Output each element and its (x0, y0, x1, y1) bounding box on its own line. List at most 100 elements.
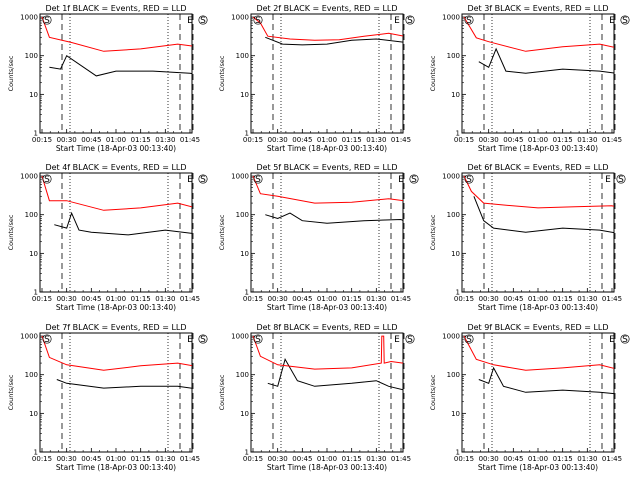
y-tick-label: 1 (245, 130, 249, 138)
y-tick-label: 1 (245, 289, 249, 297)
plot-frame (250, 172, 404, 293)
start-marker-label: S (200, 175, 206, 185)
x-tick-label: 00:30 (268, 136, 288, 144)
x-tick-label: 01:00 (317, 295, 337, 303)
start-marker-label: S (200, 335, 206, 345)
marker-ring (42, 334, 52, 344)
start-marker-label: S (622, 335, 628, 345)
y-axis-label: Counts/sec (7, 374, 15, 410)
y-axis-label: Counts/sec (218, 374, 226, 410)
y-tick-label: 100 (25, 371, 38, 379)
x-tick-label: 01:00 (528, 455, 548, 463)
start-marker-label: S (466, 16, 472, 26)
x-tick-label: 00:45 (503, 136, 523, 144)
end-marker-label: E (187, 335, 193, 345)
x-tick-label: 01:15 (553, 136, 573, 144)
y-axis-label: Counts/sec (7, 55, 15, 91)
marker-ring (42, 174, 52, 184)
x-tick-label: 00:45 (292, 295, 312, 303)
chart-title: Det 4f BLACK = Events, RED = LLD (45, 163, 186, 172)
x-tick-label: 00:15 (243, 455, 263, 463)
x-axis-label: Start Time (18-Apr-03 00:13:40) (478, 303, 598, 312)
chart-panel-9: Det 9f BLACK = Events, RED = LLD 1 10 100 10… (429, 323, 630, 472)
end-marker-label: E (394, 16, 400, 26)
x-tick-label: 00:30 (57, 136, 77, 144)
x-tick-label: 00:45 (81, 136, 101, 144)
y-axis-label: Counts/sec (218, 55, 226, 91)
y-axis-label: Counts/sec (429, 55, 437, 91)
chart-panel-2: Det 2f BLACK = Events, RED = LLD 1 10 100 10… (218, 4, 415, 153)
x-tick-label: 01:30 (155, 136, 175, 144)
marker-ring (464, 174, 474, 184)
end-marker-label: E (187, 175, 193, 185)
y-tick-label: 1000 (20, 14, 38, 22)
y-tick-label: 10 (451, 250, 460, 258)
y-tick-label: 1000 (442, 14, 460, 22)
marker-ring (253, 174, 263, 184)
start-marker-label: S (407, 16, 413, 26)
y-tick-label: 1000 (442, 333, 460, 341)
x-tick-label: 01:45 (391, 295, 411, 303)
x-tick-label: 01:30 (577, 455, 597, 463)
x-tick-label: 01:00 (317, 455, 337, 463)
x-tick-label: 00:45 (81, 295, 101, 303)
plot-frame (39, 13, 193, 134)
x-tick-label: 01:15 (342, 136, 362, 144)
x-tick-label: 00:45 (503, 455, 523, 463)
chart-title: Det 8f BLACK = Events, RED = LLD (256, 323, 397, 332)
x-tick-label: 00:15 (243, 295, 263, 303)
marker-ring (253, 15, 263, 25)
chart-panel-1: Det 1f BLACK = Events, RED = LLD 1 10 100 10… (7, 4, 208, 153)
x-tick-label: 01:45 (602, 136, 622, 144)
x-tick-label: 00:15 (32, 136, 52, 144)
start-marker-label: S (618, 175, 624, 185)
lld-series-line (463, 16, 614, 52)
y-tick-label: 1000 (20, 173, 38, 181)
x-tick-label: 01:30 (155, 455, 175, 463)
x-axis-label: Start Time (18-Apr-03 00:13:40) (56, 463, 176, 472)
y-tick-label: 1000 (231, 333, 249, 341)
y-axis-label: Counts/sec (218, 214, 226, 250)
x-tick-label: 00:15 (32, 295, 52, 303)
x-tick-label: 00:45 (81, 455, 101, 463)
y-tick-label: 10 (451, 91, 460, 99)
x-tick-label: 01:45 (180, 295, 200, 303)
marker-ring (620, 15, 630, 25)
end-marker-label: E (609, 16, 615, 26)
x-tick-label: 01:00 (106, 136, 126, 144)
start-marker-label: S (255, 335, 261, 345)
marker-ring (464, 334, 474, 344)
start-marker-label: S (200, 16, 206, 26)
x-tick-label: 01:00 (317, 136, 337, 144)
lld-series-line (41, 16, 192, 52)
y-tick-label: 10 (451, 410, 460, 418)
start-marker-label: S (466, 335, 472, 345)
events-series-line (54, 211, 192, 236)
x-tick-label: 00:15 (454, 455, 474, 463)
x-tick-label: 01:15 (131, 455, 151, 463)
chart-title: Det 1f BLACK = Events, RED = LLD (45, 4, 186, 13)
x-tick-label: 01:00 (528, 295, 548, 303)
x-tick-label: 01:15 (342, 295, 362, 303)
events-series-line (478, 47, 614, 74)
x-axis-label: Start Time (18-Apr-03 00:13:40) (267, 144, 387, 153)
y-tick-label: 1000 (442, 173, 460, 181)
x-tick-label: 01:45 (180, 136, 200, 144)
y-tick-label: 10 (29, 410, 38, 418)
marker-ring (620, 334, 630, 344)
chart-title: Det 9f BLACK = Events, RED = LLD (467, 323, 608, 332)
x-tick-label: 00:45 (292, 136, 312, 144)
y-axis-label: Counts/sec (7, 214, 15, 250)
marker-ring (198, 15, 208, 25)
y-tick-label: 1000 (20, 333, 38, 341)
plot-frame (250, 13, 404, 134)
chart-title: Det 6f BLACK = Events, RED = LLD (467, 163, 608, 172)
x-tick-label: 00:30 (479, 455, 499, 463)
chart-panel-4: Det 4f BLACK = Events, RED = LLD 1 10 100 10… (7, 163, 208, 312)
marker-ring (405, 15, 415, 25)
x-tick-label: 00:15 (454, 136, 474, 144)
start-marker-label: S (411, 175, 417, 185)
plot-frame (39, 172, 193, 293)
y-tick-label: 1 (34, 449, 38, 457)
plot-frame (461, 172, 615, 293)
